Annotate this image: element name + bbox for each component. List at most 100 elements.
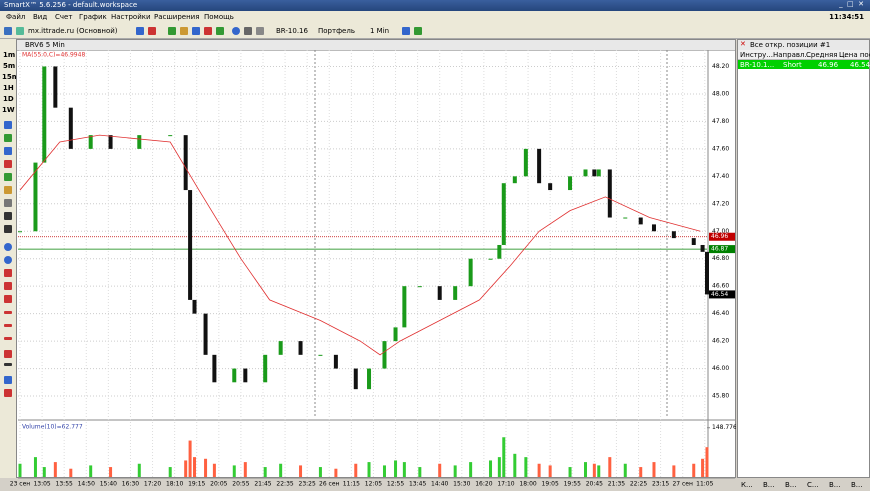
- tool-icon[interactable]: [4, 225, 12, 233]
- tool-icon[interactable]: [4, 134, 12, 142]
- clock: 11:34:51: [829, 13, 864, 21]
- icon[interactable]: [216, 27, 224, 35]
- timeframe[interactable]: 1W: [2, 106, 15, 114]
- positions-panel: Все откр. позиции #1 ✕ Инстру... Направл…: [737, 39, 870, 478]
- timeframe[interactable]: 15m: [2, 73, 20, 81]
- table-header: Инстру... Направл... Средняя ... Цена по…: [738, 50, 870, 60]
- candle: [382, 341, 387, 369]
- volume-bar: [502, 437, 506, 477]
- task-button[interactable]: С...: [807, 481, 819, 489]
- tool-icon[interactable]: [4, 147, 12, 155]
- task-button[interactable]: В...: [785, 481, 797, 489]
- icon[interactable]: [16, 27, 24, 35]
- volume-bar: [592, 463, 596, 477]
- icon[interactable]: [148, 27, 156, 35]
- menu-item[interactable]: Настройки: [111, 13, 151, 21]
- icon[interactable]: [232, 27, 240, 35]
- candle: [137, 135, 142, 149]
- window-buttons[interactable]: _ □ ✕: [839, 0, 864, 8]
- volume-bar: [672, 465, 676, 477]
- y-tick-label: 48.20: [712, 63, 729, 70]
- tool-icon[interactable]: [4, 295, 12, 303]
- timeframe[interactable]: 1H: [3, 84, 14, 92]
- candle: [651, 224, 656, 232]
- tool-icon[interactable]: [4, 389, 12, 397]
- timeframe[interactable]: 1D: [3, 95, 14, 103]
- tool-icon[interactable]: [4, 269, 12, 277]
- interval-select[interactable]: 1 Min: [370, 27, 390, 35]
- y-tick-label: 47.00: [712, 228, 729, 235]
- x-tick-label: 17:20: [144, 481, 161, 488]
- timeframe[interactable]: 1m: [3, 51, 16, 59]
- volume-bar: [692, 463, 696, 477]
- candle: [263, 354, 268, 383]
- portfolio-select[interactable]: Портфель: [318, 27, 355, 35]
- tool-icon[interactable]: [4, 199, 12, 207]
- candle: [468, 258, 473, 287]
- server-select[interactable]: mx.ittrade.ru (Основной): [28, 27, 118, 35]
- candle: [278, 341, 283, 355]
- candle: [243, 368, 248, 383]
- indicator-label: MA(55,0,C)=46.9948: [22, 52, 85, 59]
- volume-bar: [212, 463, 216, 477]
- tool-icon[interactable]: [4, 212, 12, 220]
- menu-item[interactable]: Файл: [6, 13, 26, 21]
- volume-bar: [652, 462, 656, 477]
- volume-bar: [318, 467, 322, 477]
- tool-icon[interactable]: [4, 121, 12, 129]
- menu-item[interactable]: Вид: [33, 13, 48, 21]
- column-header[interactable]: Инстру...: [740, 51, 774, 59]
- tool-icon[interactable]: [4, 376, 12, 384]
- x-tick-label: 13:55: [56, 481, 73, 488]
- candle: [168, 135, 173, 137]
- tool-icon[interactable]: [4, 350, 12, 358]
- volume-bar: [402, 462, 406, 477]
- tool-icon[interactable]: [4, 337, 12, 340]
- volume-bar: [537, 463, 541, 477]
- tool-icon[interactable]: [4, 186, 12, 194]
- icon[interactable]: [244, 27, 252, 35]
- timeframe[interactable]: 5m: [3, 62, 16, 70]
- menu-item[interactable]: Счет: [55, 13, 73, 21]
- y-tick-label: 46.80: [712, 255, 729, 262]
- table-row[interactable]: BR-10.1... Short 46.96 46.54: [738, 60, 870, 69]
- tool-icon[interactable]: [4, 363, 12, 366]
- column-header[interactable]: Цена пос...: [839, 51, 870, 59]
- icon[interactable]: [402, 27, 410, 35]
- x-tick-label: 11:15: [343, 481, 360, 488]
- title-bar: SmartX™ 5.6.256 - default.workspace _ □ …: [0, 0, 870, 11]
- tool-icon[interactable]: [4, 160, 12, 168]
- task-button[interactable]: В...: [829, 481, 841, 489]
- tool-icon[interactable]: [4, 173, 12, 181]
- x-tick-label: 18:00: [519, 481, 536, 488]
- symbol-select[interactable]: BR-10.16: [276, 27, 308, 35]
- task-button[interactable]: В...: [851, 481, 863, 489]
- tool-icon[interactable]: [4, 256, 12, 264]
- icon[interactable]: [168, 27, 176, 35]
- task-button[interactable]: В...: [763, 481, 775, 489]
- candle: [700, 244, 705, 252]
- tool-icon[interactable]: [4, 324, 12, 327]
- column-header[interactable]: Средняя ...: [806, 51, 847, 59]
- tool-icon[interactable]: [4, 282, 12, 290]
- close-button[interactable]: ✕: [740, 40, 746, 48]
- icon[interactable]: [136, 27, 144, 35]
- column-header[interactable]: Направл...: [773, 51, 812, 59]
- icon[interactable]: [256, 27, 264, 35]
- x-tick-label: 23 сен: [10, 481, 31, 488]
- volume-bar: [438, 463, 442, 477]
- icon[interactable]: [414, 27, 422, 35]
- icon[interactable]: [180, 27, 188, 35]
- menu-item[interactable]: Помощь: [204, 13, 234, 21]
- task-button[interactable]: К...: [741, 481, 753, 489]
- menu-item[interactable]: Расширения: [154, 13, 200, 21]
- icon[interactable]: [204, 27, 212, 35]
- tool-icon[interactable]: [4, 243, 12, 251]
- tool-icon[interactable]: [4, 311, 12, 314]
- volume-bar: [584, 462, 588, 477]
- menu-item[interactable]: График: [79, 13, 107, 21]
- icon[interactable]: [192, 27, 200, 35]
- y-tick-label: 46.20: [712, 338, 729, 345]
- icon[interactable]: [4, 27, 12, 35]
- volume-bar: [18, 463, 22, 477]
